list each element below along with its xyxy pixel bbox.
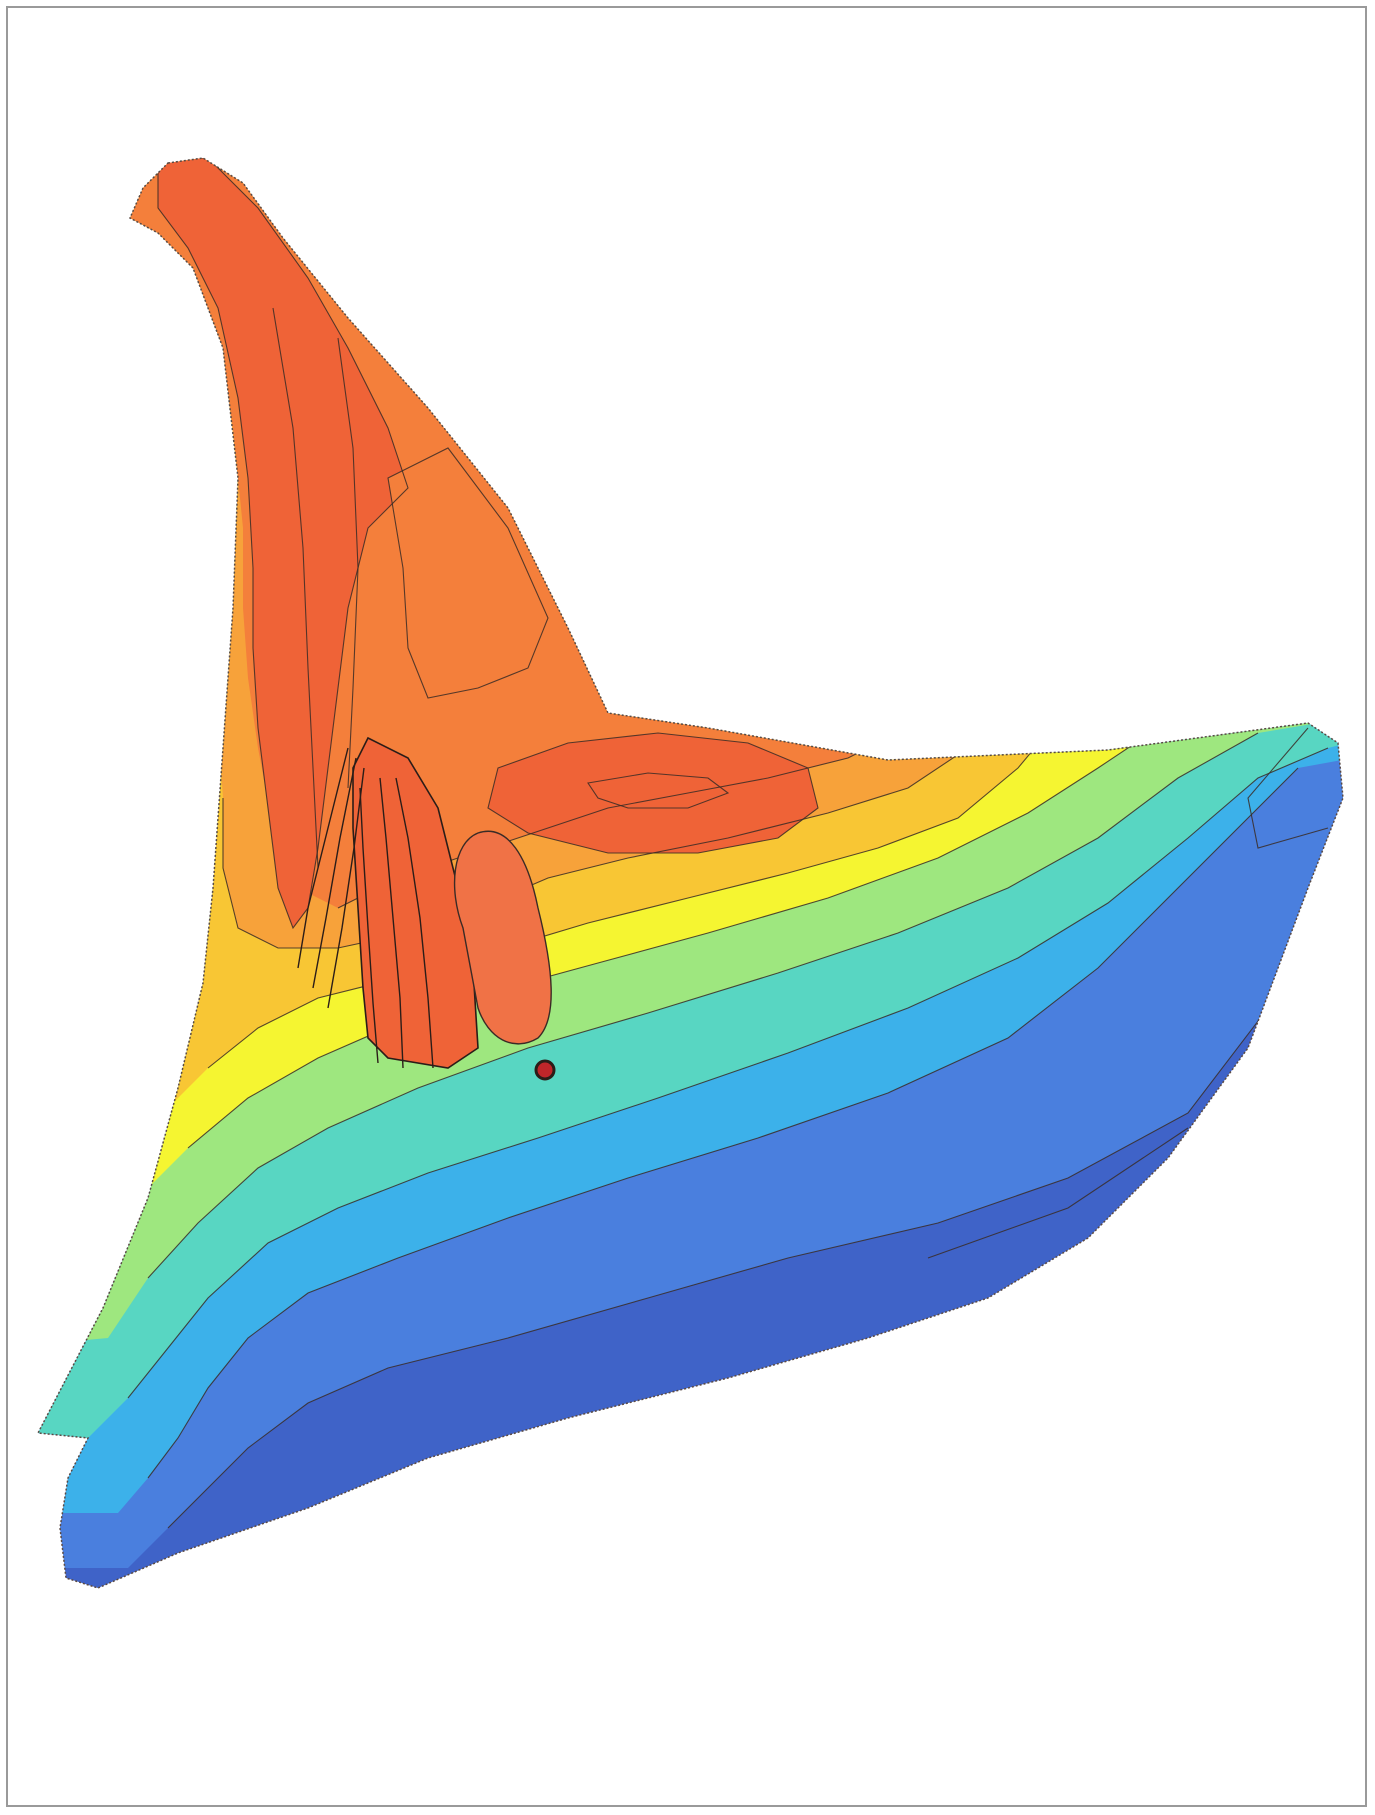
terrain-surface <box>38 158 1343 1588</box>
band-upper-tongue <box>388 448 548 698</box>
excavation-feature <box>297 736 479 1069</box>
contour-map <box>36 157 1344 1589</box>
band-ridge <box>158 158 408 928</box>
pond-outline <box>453 830 552 1045</box>
map-frame <box>6 6 1367 1807</box>
basin-area <box>488 733 818 853</box>
point-marker <box>534 1059 556 1081</box>
contour-lines <box>127 158 1343 1529</box>
